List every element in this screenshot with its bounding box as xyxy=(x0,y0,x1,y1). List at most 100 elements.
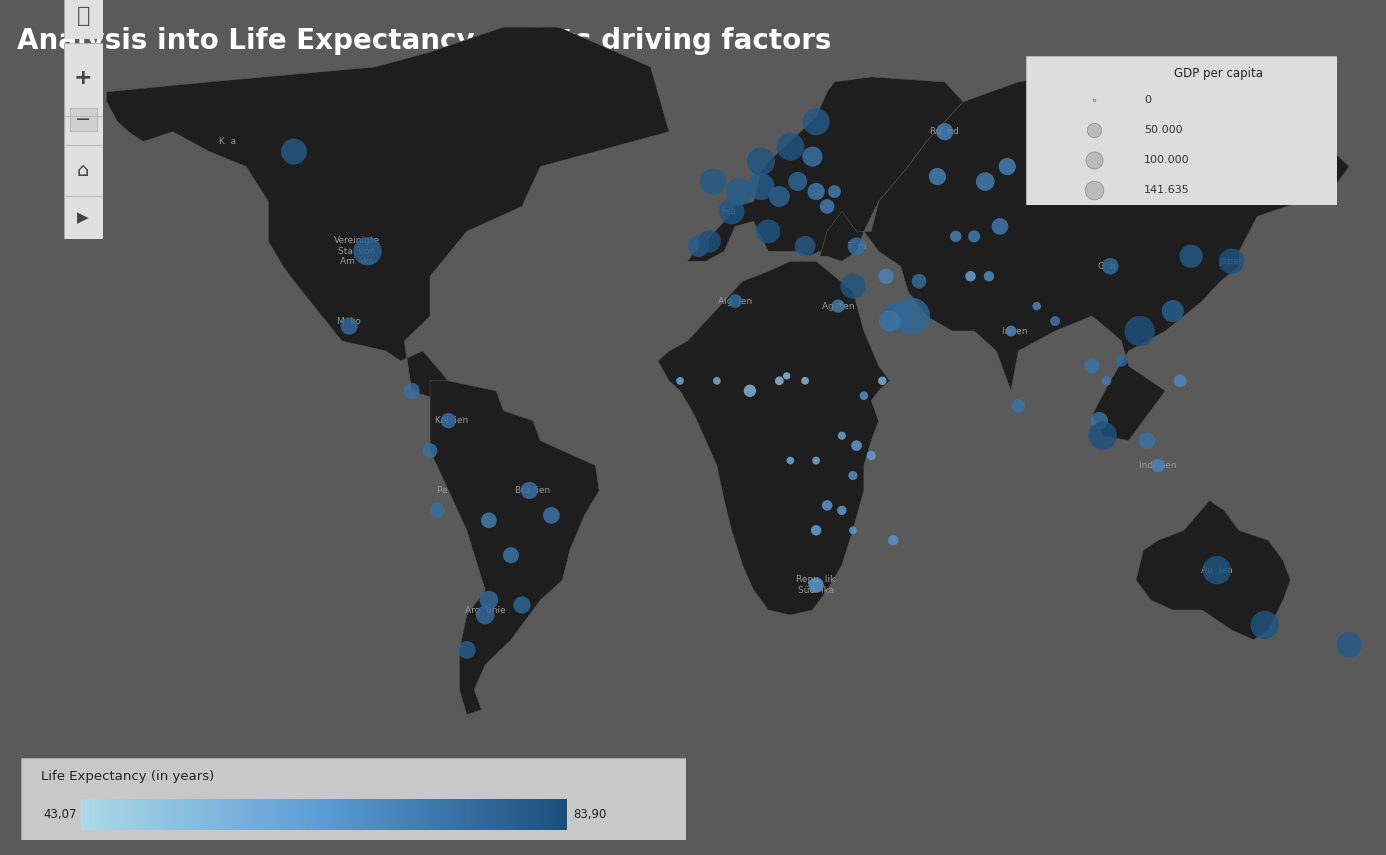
Bar xyxy=(312,799,315,830)
Bar xyxy=(279,799,280,830)
Bar xyxy=(330,799,333,830)
Bar xyxy=(516,799,518,830)
Bar xyxy=(89,799,91,830)
Bar xyxy=(428,799,431,830)
Point xyxy=(1337,638,1360,652)
Bar xyxy=(327,799,328,830)
Bar xyxy=(287,799,288,830)
Bar xyxy=(205,799,208,830)
Bar xyxy=(466,799,468,830)
Text: 50.000: 50.000 xyxy=(1145,126,1182,135)
Point xyxy=(801,150,823,163)
Bar xyxy=(207,799,209,830)
Bar xyxy=(409,799,412,830)
Bar xyxy=(384,799,385,830)
Bar xyxy=(265,799,267,830)
Bar xyxy=(486,799,489,830)
Bar xyxy=(164,799,165,830)
Point xyxy=(827,299,850,313)
Bar xyxy=(215,799,218,830)
Bar xyxy=(270,799,273,830)
Bar xyxy=(211,799,212,830)
Point xyxy=(805,578,827,592)
Bar xyxy=(195,799,198,830)
Polygon shape xyxy=(430,380,599,715)
Text: Fra: Fra xyxy=(722,207,742,216)
Bar xyxy=(197,799,200,830)
Polygon shape xyxy=(819,72,1349,440)
Bar xyxy=(525,799,528,830)
Bar xyxy=(146,799,148,830)
Point xyxy=(511,598,534,612)
Bar xyxy=(139,799,141,830)
Bar xyxy=(129,799,132,830)
Bar xyxy=(514,799,517,830)
Bar xyxy=(437,799,439,830)
Bar xyxy=(376,799,377,830)
Bar xyxy=(245,799,248,830)
Bar xyxy=(121,799,123,830)
Text: K  a: K a xyxy=(219,137,237,146)
Bar xyxy=(532,799,535,830)
Point xyxy=(988,220,1010,233)
Bar xyxy=(450,799,452,830)
Point xyxy=(1099,259,1121,273)
Bar xyxy=(467,799,470,830)
Bar xyxy=(251,799,252,830)
Bar xyxy=(191,799,193,830)
Point xyxy=(1128,324,1150,338)
Bar xyxy=(183,799,184,830)
Bar xyxy=(150,799,152,830)
Text: Kol  ien: Kol ien xyxy=(435,416,468,425)
Bar xyxy=(403,799,405,830)
Bar xyxy=(471,799,473,830)
Point xyxy=(1161,304,1184,318)
Text: Pe: Pe xyxy=(437,486,453,495)
Bar xyxy=(292,799,295,830)
Bar xyxy=(162,799,164,830)
Bar xyxy=(413,799,414,830)
Point xyxy=(1206,563,1228,577)
Point xyxy=(805,115,827,128)
Bar xyxy=(539,799,541,830)
Bar xyxy=(114,799,115,830)
Bar xyxy=(90,799,93,830)
Bar xyxy=(134,799,136,830)
Bar xyxy=(349,799,352,830)
Bar xyxy=(299,799,302,830)
Point xyxy=(1179,250,1202,263)
Bar xyxy=(335,799,337,830)
Point xyxy=(861,449,883,463)
Bar xyxy=(302,799,305,830)
Point xyxy=(875,269,897,283)
Point xyxy=(908,274,930,288)
Text: C  a: C a xyxy=(1098,262,1116,271)
Bar xyxy=(492,799,495,830)
Bar xyxy=(399,799,402,830)
Bar xyxy=(182,799,183,830)
Point xyxy=(478,593,500,607)
Point xyxy=(427,504,449,517)
Bar xyxy=(496,799,499,830)
Point xyxy=(1084,184,1106,198)
Bar xyxy=(448,799,450,830)
Bar xyxy=(227,799,230,830)
Bar xyxy=(261,799,262,830)
Bar xyxy=(269,799,270,830)
Bar xyxy=(398,799,401,830)
Bar xyxy=(557,799,559,830)
Point xyxy=(934,125,956,139)
Bar xyxy=(130,799,133,830)
Bar xyxy=(212,799,213,830)
Point xyxy=(283,144,305,158)
Bar xyxy=(148,799,151,830)
Bar xyxy=(456,799,459,830)
Bar xyxy=(538,799,539,830)
Point xyxy=(886,310,908,323)
Bar xyxy=(133,799,134,830)
Bar xyxy=(445,799,448,830)
Bar xyxy=(252,799,255,830)
Bar xyxy=(218,799,220,830)
Point xyxy=(1221,255,1243,268)
Point xyxy=(1084,154,1106,168)
